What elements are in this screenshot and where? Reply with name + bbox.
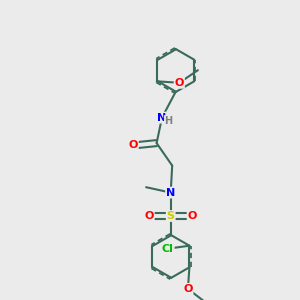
Text: H: H xyxy=(164,116,173,126)
Text: O: O xyxy=(175,78,184,88)
Text: O: O xyxy=(144,211,154,221)
Text: N: N xyxy=(158,112,166,123)
Text: O: O xyxy=(128,140,138,151)
Text: S: S xyxy=(167,211,175,221)
Text: O: O xyxy=(188,211,197,221)
Text: Cl: Cl xyxy=(162,244,174,254)
Text: O: O xyxy=(183,284,193,294)
Text: N: N xyxy=(166,188,175,198)
